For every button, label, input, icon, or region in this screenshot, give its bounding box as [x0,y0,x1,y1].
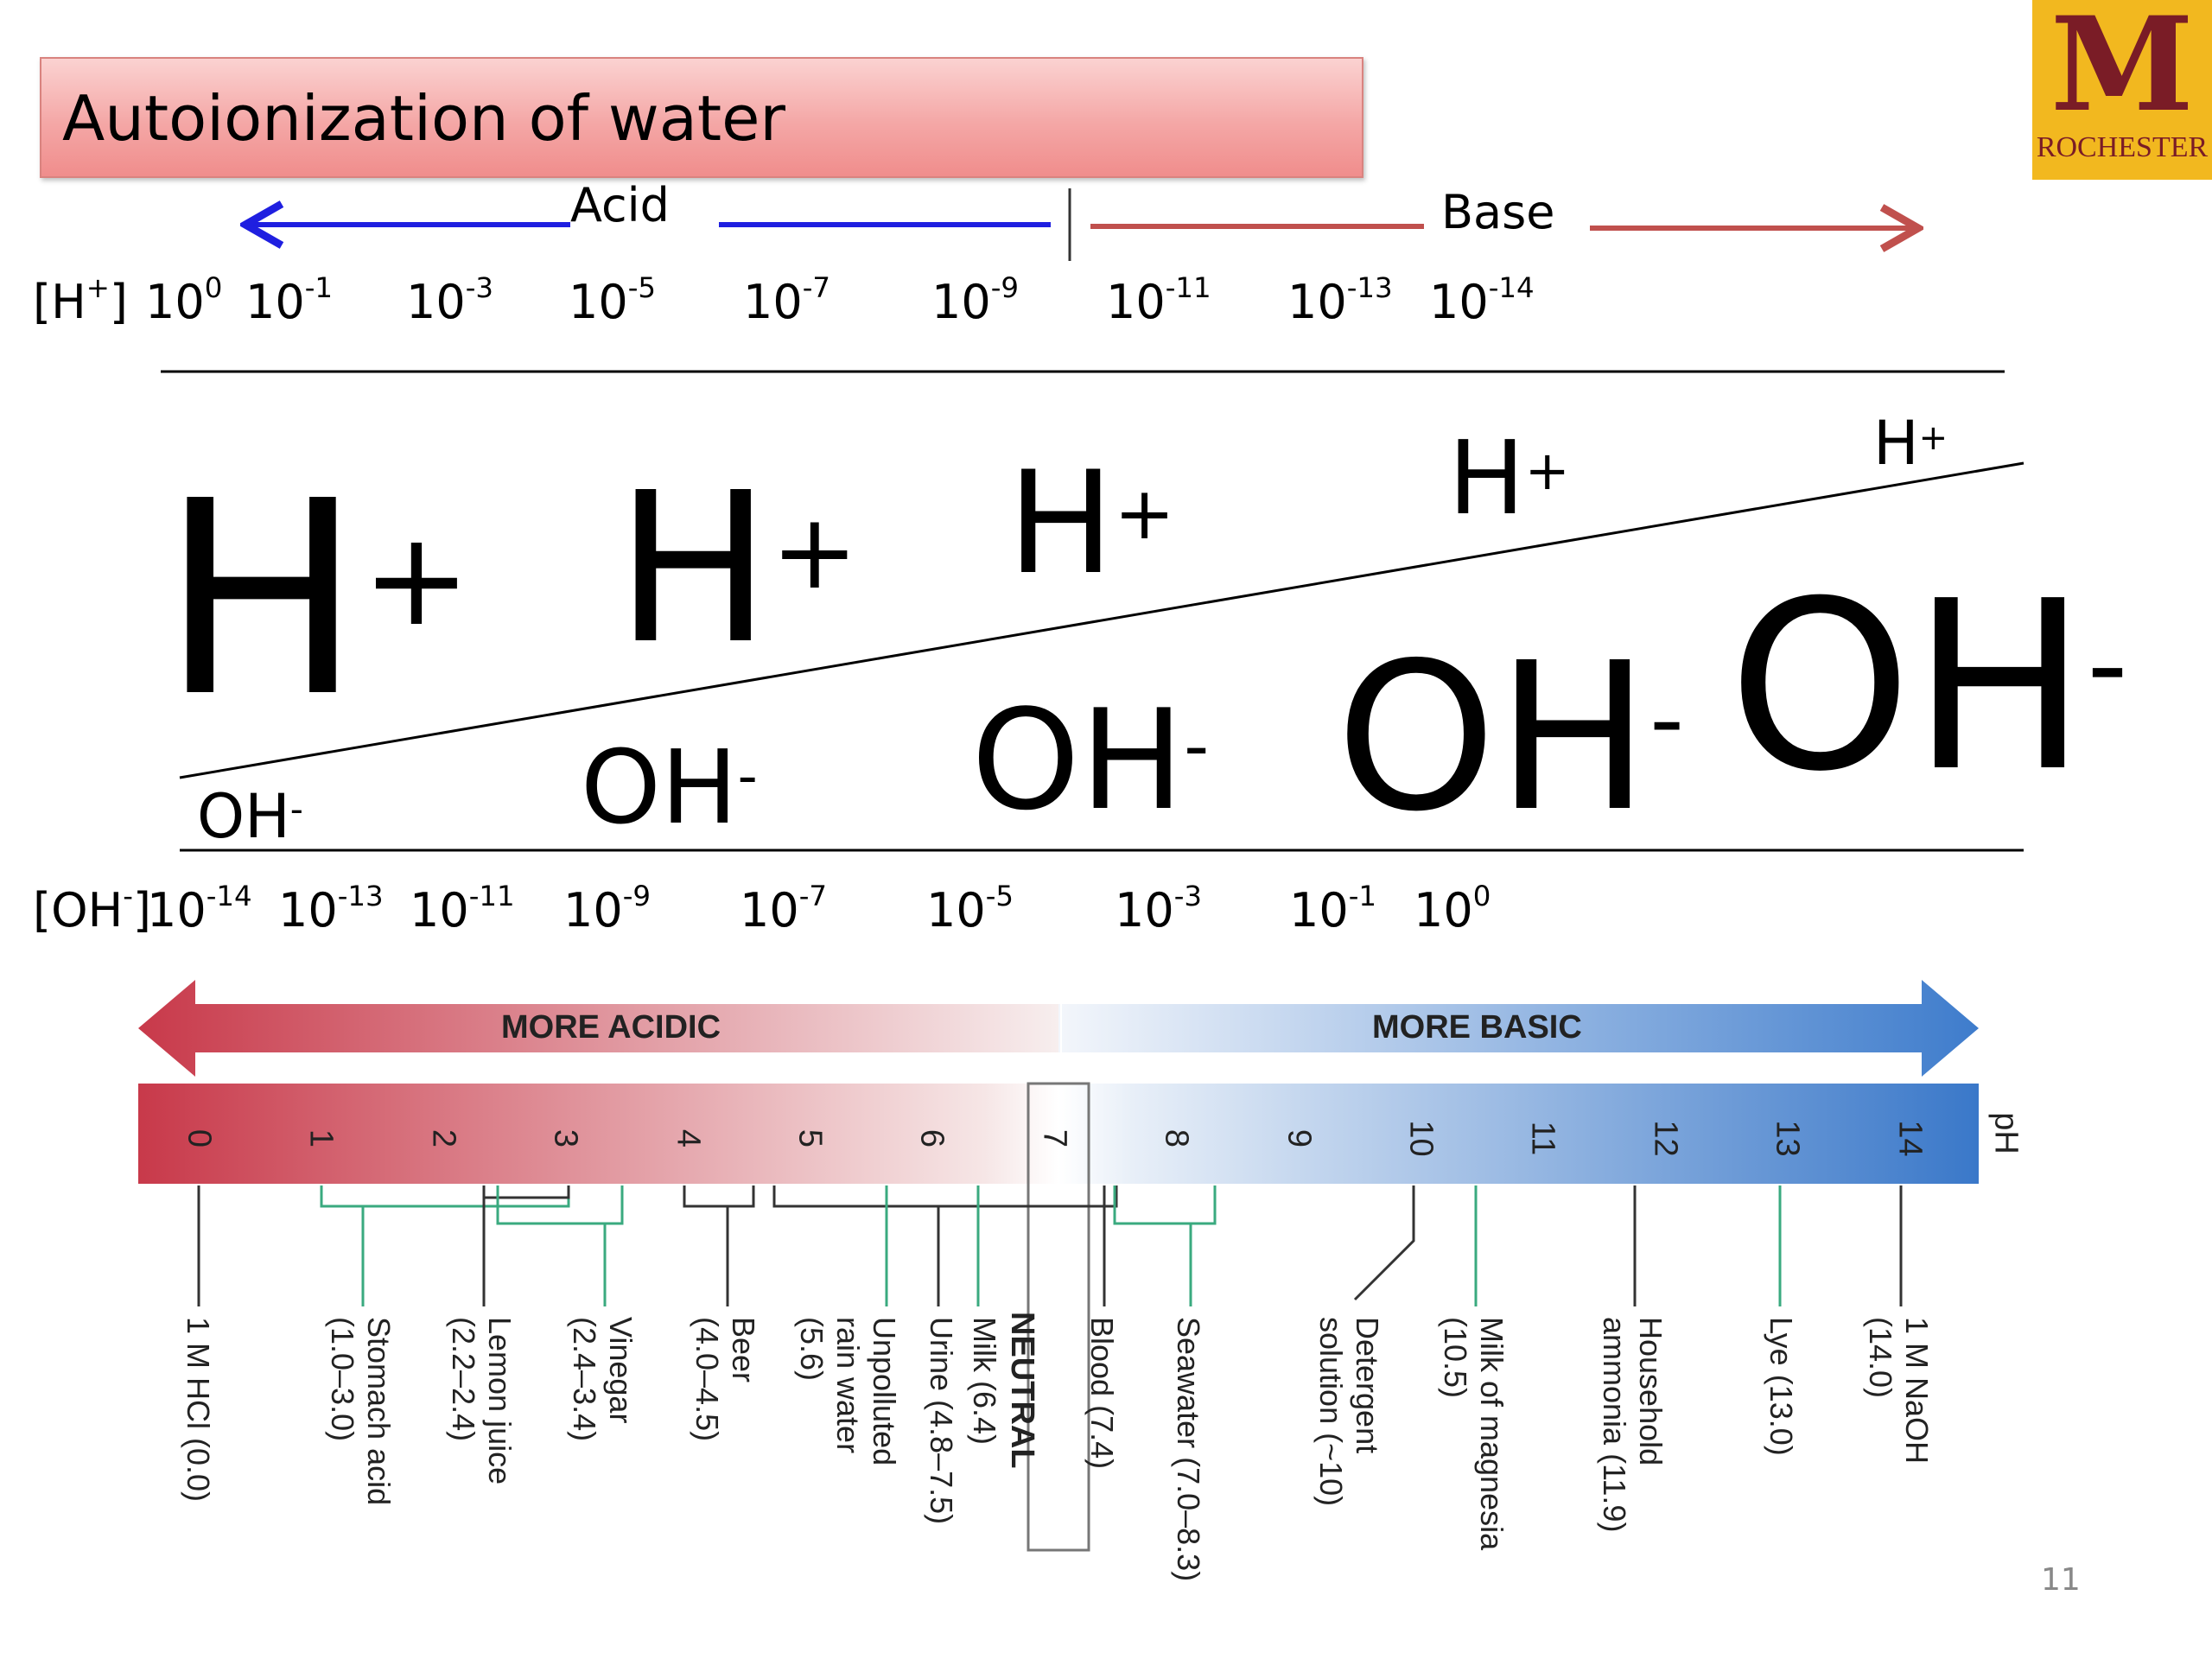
ph-example: Lye (13.0) [1764,1317,1799,1456]
oh-value: 10-14 [147,880,252,938]
ph-number: 5 [791,1128,829,1148]
ph-example: Urine (4.8–7.5) [924,1317,959,1525]
h-ion: H+ [1007,441,1175,606]
example-connector [496,1185,624,1225]
ph-example: Unpolluted rain water (5.6) [794,1317,902,1466]
ph-number: 9 [1281,1128,1318,1148]
ph-example: Milk of magnesia (10.5) [1438,1317,1510,1551]
ph-example: Vinegar (2.4–3.4) [567,1317,639,1442]
h-ion: H+ [1873,408,1948,479]
h-concentration-label: [H+] [33,271,128,329]
ph-number: 14 [1891,1120,1929,1157]
ph-example: Stomach acid (1.0–3.0) [325,1317,397,1506]
oh-concentration-label: [OH-] [33,880,151,938]
ph-example: 1 M NaOH (14.0) [1863,1317,1935,1465]
oh-value: 10-5 [926,880,1014,938]
oh-value: 10-1 [1289,880,1377,938]
example-connector [1113,1185,1217,1225]
logo-text: ROCHESTER [2036,131,2209,163]
example-connector [320,1185,570,1208]
example-connector [1353,1185,1415,1301]
h-value: 10-3 [406,271,494,329]
diagonal-divider [179,461,2024,779]
more-acidic-label: MORE ACIDIC [501,1009,721,1046]
ph-example: Household ammonia (11.9) [1597,1317,1669,1533]
ph-number: 11 [1524,1121,1561,1156]
ph-number: 8 [1158,1128,1195,1148]
h-ion: H+ [1448,418,1570,537]
ph-number: 7 [1036,1128,1073,1148]
h-value: 10-5 [569,271,657,329]
ph-number: 1 [302,1128,340,1148]
ph-example: Beer (4.0–4.5) [690,1317,761,1442]
ph-number: 13 [1769,1120,1806,1157]
ph-number: 4 [670,1128,707,1148]
h-value: 10-7 [743,271,831,329]
oh-ion: OH- [1336,619,1684,856]
base-label: Base [1441,185,1555,239]
example-connector [484,1185,570,1199]
neutral-label: NEUTRAL [1004,1312,1040,1469]
ph-example: Blood (7.4) [1084,1317,1120,1470]
h-value: 10-13 [1287,271,1393,329]
ph-example: Detergent solution (~10) [1313,1317,1385,1507]
ph-number: 2 [425,1128,462,1148]
example-connector [772,1185,1118,1208]
oh-value: 10-7 [740,880,828,938]
oh-ion: OH- [581,728,758,847]
ph-number: 12 [1647,1120,1684,1157]
oh-value: 10-3 [1115,880,1203,938]
ph-example: 1 M HCl (0.0) [181,1317,216,1503]
example-connector [683,1185,755,1208]
logo-m-icon: M [2050,0,2195,141]
h-value: 10-9 [931,271,1020,329]
h-value: 10-1 [245,271,334,329]
ph-example: Lemon juice (2.2–2.4) [446,1317,518,1485]
page-number: 11 [2041,1562,2081,1598]
ph-number: 0 [181,1128,218,1148]
more-basic-label: MORE BASIC [1372,1009,1582,1046]
acid-base-double-arrow [138,980,1979,1077]
neutral-box [1027,1082,1090,1552]
slide-title: Autoionization of water [62,82,785,155]
oh-value: 10-9 [563,880,652,938]
oh-ion: OH- [197,781,303,852]
ph-example: Milk (6.4) [967,1317,1002,1446]
ph-bar [138,1084,1979,1184]
ph-example: Seawater (7.0–8.3) [1171,1317,1206,1582]
ph-unit-label: pH [1987,1112,2024,1154]
oh-ion: OH- [1728,550,2128,823]
h-ion: H+ [161,444,471,756]
h-value: 100 [145,271,223,329]
ph-number: 10 [1402,1120,1440,1157]
oh-value: 10-11 [410,880,515,938]
h-value: 10-11 [1106,271,1211,329]
oh-value: 10-13 [278,880,384,938]
h-ion: H+ [615,448,859,690]
oh-ion: OH- [971,679,1210,841]
acid-label: Acid [570,178,670,232]
ph-number: 6 [913,1128,950,1148]
oh-value: 100 [1414,880,1491,938]
ph-number: 3 [547,1128,584,1148]
h-value: 10-14 [1429,271,1535,329]
university-logo [2032,0,2212,180]
title-box [40,57,1363,178]
